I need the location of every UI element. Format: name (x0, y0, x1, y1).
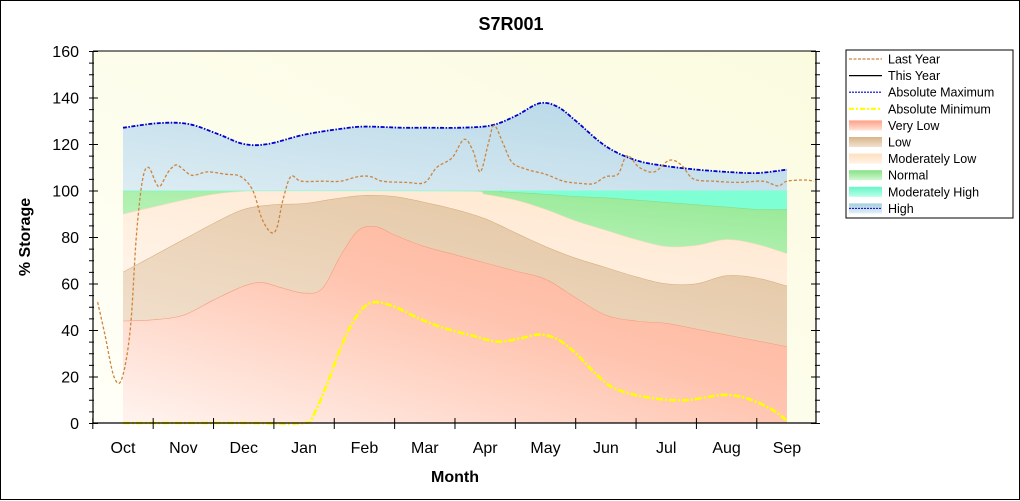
legend-item-moderately-low: Moderately Low (849, 152, 977, 166)
legend-swatch-normal (849, 170, 882, 181)
legend-item-high: High (849, 202, 914, 216)
y-tick-label: 160 (52, 44, 79, 61)
x-tick-label: May (530, 440, 560, 457)
legend-label: Normal (888, 169, 928, 183)
absolute-maximum-line (122, 101, 788, 175)
x-tick-label: Feb (351, 440, 379, 457)
legend-item-this-year: This Year (849, 69, 940, 83)
legend-label: High (888, 202, 914, 216)
legend-label: This Year (888, 69, 940, 83)
legend: Last Year This Year Absolute Maximum Absolu… (845, 49, 1014, 219)
x-axis-title: Month (431, 469, 479, 486)
y-tick-label: 40 (61, 323, 79, 340)
legend-item-low: Low (849, 136, 912, 150)
x-tick-label: Dec (229, 440, 257, 457)
legend-item-absolute-maximum: Absolute Maximum (849, 86, 994, 100)
legend-item-very-low: Very Low (849, 119, 940, 133)
legend-label: Moderately High (888, 185, 979, 199)
band-moderately-low (123, 190, 787, 286)
last-year-line (96, 124, 815, 385)
x-tick-label: Jul (656, 440, 676, 457)
y-tick-label: 80 (61, 230, 79, 247)
x-tick-label: Nov (169, 440, 197, 457)
legend-item-last-year: Last Year (849, 53, 940, 67)
x-tick-label: Jan (291, 440, 317, 457)
absolute-minimum-line (122, 300, 788, 425)
legend-label: Absolute Maximum (888, 86, 994, 100)
band-moderately-high (123, 190, 787, 210)
legend-swatch-moderately-low (849, 153, 882, 164)
legend-label: Last Year (888, 53, 940, 67)
axes: 0 20 40 60 80 100 120 140 160 Oct Nov Dec Jan Feb Mar A… (52, 44, 820, 457)
series-lines (96, 101, 815, 425)
x-tick-label: Mar (411, 440, 439, 457)
band-normal (123, 190, 787, 254)
y-tick-label: 100 (52, 184, 79, 201)
band-low (123, 195, 787, 347)
legend-swatch-low (849, 137, 882, 147)
y-axis-title: % Storage (17, 198, 34, 276)
legend-label: Absolute Minimum (888, 102, 991, 116)
chart-title: S7R001 (478, 14, 543, 34)
x-tick-label: Sep (773, 440, 802, 457)
x-tick-label: Oct (111, 440, 136, 457)
x-tick-label: Jun (593, 440, 619, 457)
legend-label: Very Low (888, 119, 940, 133)
legend-label: Moderately Low (888, 152, 977, 166)
band-very-low (123, 226, 787, 423)
x-tick-label: Apr (473, 440, 499, 457)
y-tick-label: 0 (70, 416, 79, 433)
y-tick-label: 120 (52, 137, 79, 154)
legend-label: Low (888, 136, 912, 150)
legend-item-moderately-high: Moderately High (849, 185, 979, 199)
y-tick-label: 140 (52, 91, 79, 108)
legend-item-normal: Normal (849, 169, 928, 183)
legend-swatch-very-low (849, 120, 882, 131)
y-tick-label: 20 (61, 370, 79, 387)
x-tick-label: Aug (712, 440, 740, 457)
legend-item-absolute-minimum: Absolute Minimum (849, 102, 991, 116)
y-tick-label: 60 (61, 277, 79, 294)
legend-swatch-moderately-high (849, 186, 882, 197)
